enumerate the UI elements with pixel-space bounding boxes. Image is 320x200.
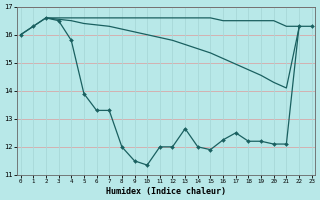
X-axis label: Humidex (Indice chaleur): Humidex (Indice chaleur): [106, 187, 226, 196]
